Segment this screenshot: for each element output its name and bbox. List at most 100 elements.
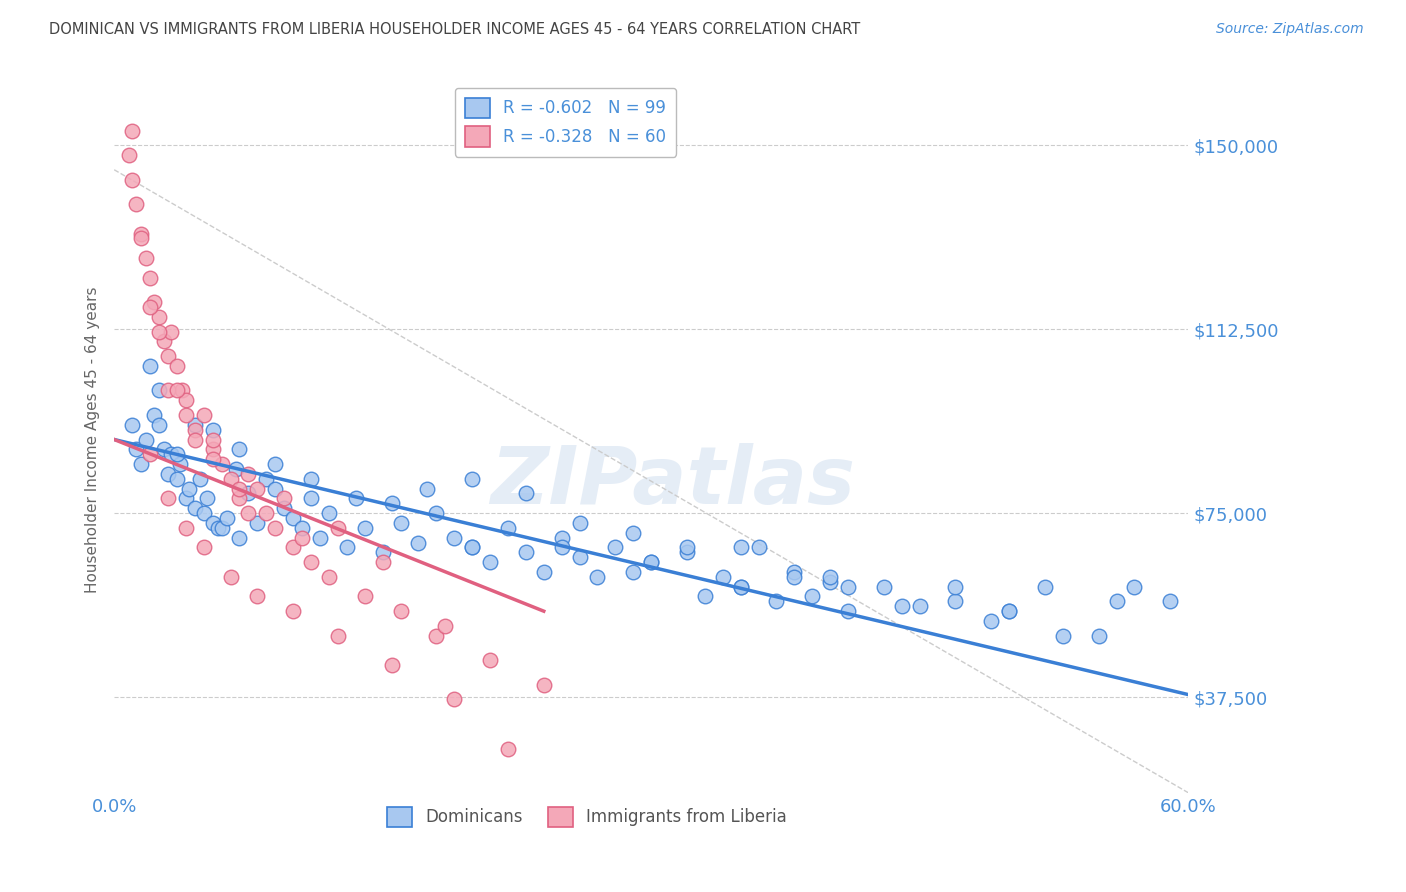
- Point: [135, 433, 157, 447]
- Point: [1052, 629, 1074, 643]
- Point: [621, 525, 644, 540]
- Point: [246, 516, 269, 530]
- Point: [156, 384, 179, 398]
- Point: [299, 472, 322, 486]
- Point: [156, 491, 179, 506]
- Point: [371, 545, 394, 559]
- Point: [166, 359, 188, 373]
- Point: [195, 491, 218, 506]
- Point: [124, 197, 146, 211]
- Point: [160, 325, 183, 339]
- Point: [264, 457, 287, 471]
- Point: [711, 570, 734, 584]
- Point: [201, 423, 224, 437]
- Point: [201, 452, 224, 467]
- Point: [184, 501, 207, 516]
- Point: [193, 541, 215, 555]
- Point: [228, 491, 250, 506]
- Point: [254, 506, 277, 520]
- Point: [443, 531, 465, 545]
- Point: [193, 408, 215, 422]
- Point: [693, 590, 716, 604]
- Point: [730, 580, 752, 594]
- Point: [640, 555, 662, 569]
- Point: [238, 506, 260, 520]
- Point: [264, 482, 287, 496]
- Point: [238, 467, 260, 481]
- Point: [156, 349, 179, 363]
- Point: [586, 570, 609, 584]
- Point: [246, 590, 269, 604]
- Point: [184, 417, 207, 432]
- Point: [215, 511, 238, 525]
- Point: [184, 423, 207, 437]
- Point: [730, 541, 752, 555]
- Point: [676, 545, 699, 559]
- Point: [434, 619, 457, 633]
- Point: [837, 580, 859, 594]
- Point: [283, 541, 305, 555]
- Point: [254, 472, 277, 486]
- Point: [389, 604, 412, 618]
- Point: [318, 570, 340, 584]
- Point: [153, 334, 176, 349]
- Point: [299, 491, 322, 506]
- Point: [179, 482, 201, 496]
- Point: [283, 511, 305, 525]
- Point: [166, 447, 188, 461]
- Point: [676, 541, 699, 555]
- Point: [730, 580, 752, 594]
- Point: [389, 516, 412, 530]
- Point: [283, 604, 305, 618]
- Point: [605, 541, 627, 555]
- Point: [515, 486, 537, 500]
- Point: [228, 442, 250, 457]
- Text: DOMINICAN VS IMMIGRANTS FROM LIBERIA HOUSEHOLDER INCOME AGES 45 - 64 YEARS CORRE: DOMINICAN VS IMMIGRANTS FROM LIBERIA HOU…: [49, 22, 860, 37]
- Point: [945, 580, 967, 594]
- Point: [201, 516, 224, 530]
- Point: [172, 384, 194, 398]
- Point: [326, 521, 349, 535]
- Point: [425, 506, 447, 520]
- Point: [142, 295, 165, 310]
- Point: [291, 531, 314, 545]
- Point: [139, 300, 162, 314]
- Point: [148, 417, 170, 432]
- Point: [998, 604, 1021, 618]
- Point: [980, 614, 1002, 628]
- Point: [344, 491, 367, 506]
- Point: [496, 521, 519, 535]
- Point: [211, 457, 233, 471]
- Point: [166, 472, 188, 486]
- Point: [568, 550, 591, 565]
- Point: [207, 521, 229, 535]
- Point: [129, 231, 152, 245]
- Point: [153, 442, 176, 457]
- Point: [621, 565, 644, 579]
- Point: [129, 227, 152, 241]
- Point: [188, 472, 211, 486]
- Point: [117, 148, 139, 162]
- Point: [496, 741, 519, 756]
- Point: [273, 491, 295, 506]
- Point: [1087, 629, 1109, 643]
- Point: [238, 486, 260, 500]
- Point: [533, 678, 555, 692]
- Point: [381, 658, 404, 673]
- Point: [148, 325, 170, 339]
- Point: [193, 506, 215, 520]
- Point: [568, 516, 591, 530]
- Point: [318, 506, 340, 520]
- Point: [201, 433, 224, 447]
- Point: [801, 590, 824, 604]
- Point: [299, 555, 322, 569]
- Point: [640, 555, 662, 569]
- Y-axis label: Householder Income Ages 45 - 64 years: Householder Income Ages 45 - 64 years: [86, 286, 100, 593]
- Point: [148, 384, 170, 398]
- Point: [381, 496, 404, 510]
- Point: [1123, 580, 1146, 594]
- Point: [945, 594, 967, 608]
- Point: [336, 541, 359, 555]
- Point: [174, 521, 197, 535]
- Text: ZIPatlas: ZIPatlas: [491, 443, 855, 521]
